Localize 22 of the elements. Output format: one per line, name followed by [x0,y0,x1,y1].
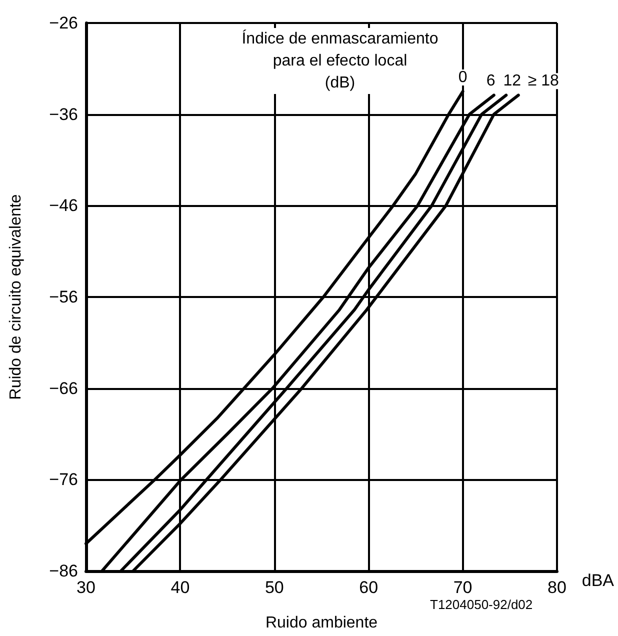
x-tick-label: 40 [170,578,190,597]
y-tick-label: −56 [49,288,78,306]
x-tick-label: 50 [264,578,284,597]
y-tick-label: −36 [49,104,78,124]
x-tick-label: 30 [76,578,96,597]
x-tick-label: 60 [359,578,378,597]
y-tick-label: −46 [49,196,78,216]
series-label: 0 [458,69,468,86]
y-tick-label: −86 [49,562,78,580]
y-tick-label: −66 [49,378,78,398]
y-axis-title: Ruido de circuito equivalente [8,194,24,400]
x-axis-title: Ruido ambiente [265,614,378,632]
series-label: 12 [503,72,522,90]
series-label: ≥ 18 [528,72,559,90]
legend-title: Índice de enmascaramiento para el efecto local (dB) [242,30,438,92]
text: T1204050-92/d02 [430,597,533,612]
y-tick-label: −76 [49,470,78,490]
y-tick-label: −26 [49,14,78,32]
series-label: 6 [486,72,496,90]
x-tick-label: 70 [453,578,472,597]
x-tick-label: 80 [548,578,566,597]
text: dBA [582,571,615,590]
